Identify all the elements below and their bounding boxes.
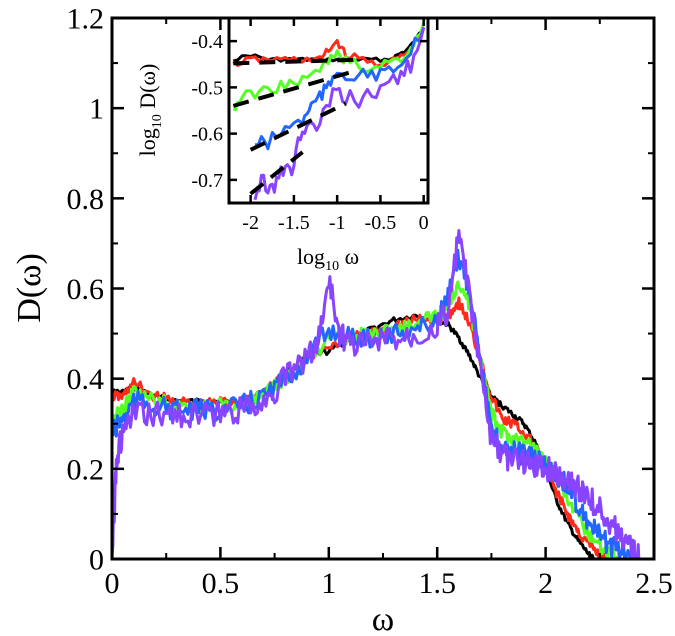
y-tick-label: 1 (89, 93, 104, 126)
x-tick-label: -1 (329, 212, 346, 234)
main-y-axis-title: D(ω) (11, 253, 48, 323)
inset-y-axis-title: log10 D(ω) (135, 64, 165, 157)
x-tick-label: -2 (242, 212, 259, 234)
x-tick-label: 1.5 (418, 567, 456, 600)
x-tick-label: 2.5 (635, 567, 673, 600)
inset-fit-lines (232, 57, 364, 196)
x-tick-label: 0 (419, 212, 429, 234)
y-tick-label: 0.2 (67, 453, 105, 486)
y-tick-label: 0.4 (67, 363, 105, 396)
x-tick-label: -1.5 (278, 212, 310, 234)
x-tick-label: 1 (321, 567, 336, 600)
series-line-4 (110, 229, 641, 561)
x-tick-label: -0.5 (365, 212, 397, 234)
y-tick-label: -0.7 (191, 170, 223, 192)
main-ticks: 0 0.5 1 1.5 2 2.5 0 0.2 0.4 0.6 0.8 1 1.2 (67, 3, 673, 601)
main-plot: 0 0.5 1 1.5 2 2.5 0 0.2 0.4 0.6 0.8 1 1.2 ω D(ω) (11, 3, 673, 636)
fit-line-3 (249, 150, 304, 196)
series-line-3 (254, 26, 426, 151)
y-tick-label: 0 (89, 544, 104, 577)
x-tick-label: 0 (105, 567, 120, 600)
main-series-group (110, 229, 641, 561)
fit-line-1 (232, 69, 356, 108)
x-tick-label: 0.5 (202, 567, 240, 600)
x-tick-label: 2 (538, 567, 553, 600)
inset-plot: -2 -1.5 -1 -0.5 0 -0.4 -0.5 -0.6 -0.7 log10 ω lo… (135, 16, 430, 274)
y-tick-label: -0.4 (191, 31, 223, 53)
y-tick-label: -0.5 (191, 77, 223, 99)
inset-x-axis-title: log10 ω (297, 244, 359, 274)
fit-line-2 (249, 101, 347, 152)
inset-plot-frame (227, 16, 430, 205)
y-tick-label: 0.6 (67, 273, 105, 306)
y-tick-label: 1.2 (67, 3, 105, 36)
inset-ticks: -2 -1.5 -1 -0.5 0 -0.4 -0.5 -0.6 -0.7 (191, 18, 429, 234)
main-x-axis-title: ω (372, 601, 394, 636)
series-line-4 (253, 26, 426, 201)
series-line-3 (111, 248, 634, 561)
series-line-2 (232, 22, 426, 112)
y-tick-label: -0.6 (191, 124, 223, 146)
fit-line-0 (233, 57, 364, 66)
y-tick-label: 0.8 (67, 183, 105, 216)
